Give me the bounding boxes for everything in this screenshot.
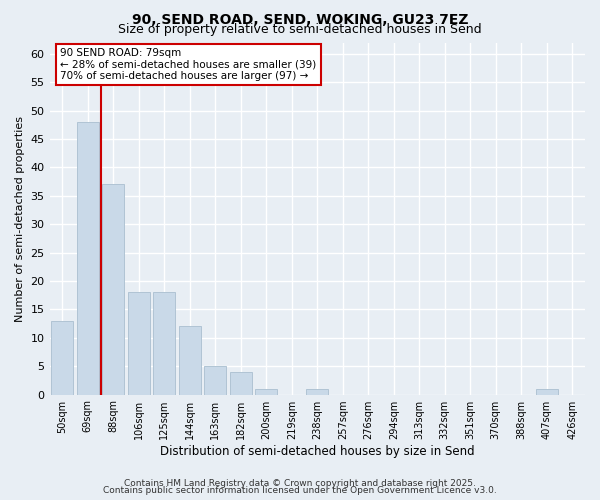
Bar bbox=[154, 292, 175, 394]
Text: Contains public sector information licensed under the Open Government Licence v3: Contains public sector information licen… bbox=[103, 486, 497, 495]
Bar bbox=[256, 389, 277, 394]
Bar bbox=[103, 184, 124, 394]
Bar bbox=[52, 321, 73, 394]
Bar bbox=[179, 326, 200, 394]
Bar bbox=[77, 122, 98, 394]
Bar bbox=[128, 292, 149, 394]
Bar bbox=[230, 372, 251, 394]
Y-axis label: Number of semi-detached properties: Number of semi-detached properties bbox=[15, 116, 25, 322]
Text: 90 SEND ROAD: 79sqm
← 28% of semi-detached houses are smaller (39)
70% of semi-d: 90 SEND ROAD: 79sqm ← 28% of semi-detach… bbox=[60, 48, 317, 81]
Bar bbox=[205, 366, 226, 394]
Text: Contains HM Land Registry data © Crown copyright and database right 2025.: Contains HM Land Registry data © Crown c… bbox=[124, 478, 476, 488]
Text: 90, SEND ROAD, SEND, WOKING, GU23 7EZ: 90, SEND ROAD, SEND, WOKING, GU23 7EZ bbox=[132, 12, 468, 26]
X-axis label: Distribution of semi-detached houses by size in Send: Distribution of semi-detached houses by … bbox=[160, 444, 475, 458]
Text: Size of property relative to semi-detached houses in Send: Size of property relative to semi-detach… bbox=[118, 22, 482, 36]
Bar bbox=[536, 389, 557, 394]
Bar bbox=[307, 389, 328, 394]
